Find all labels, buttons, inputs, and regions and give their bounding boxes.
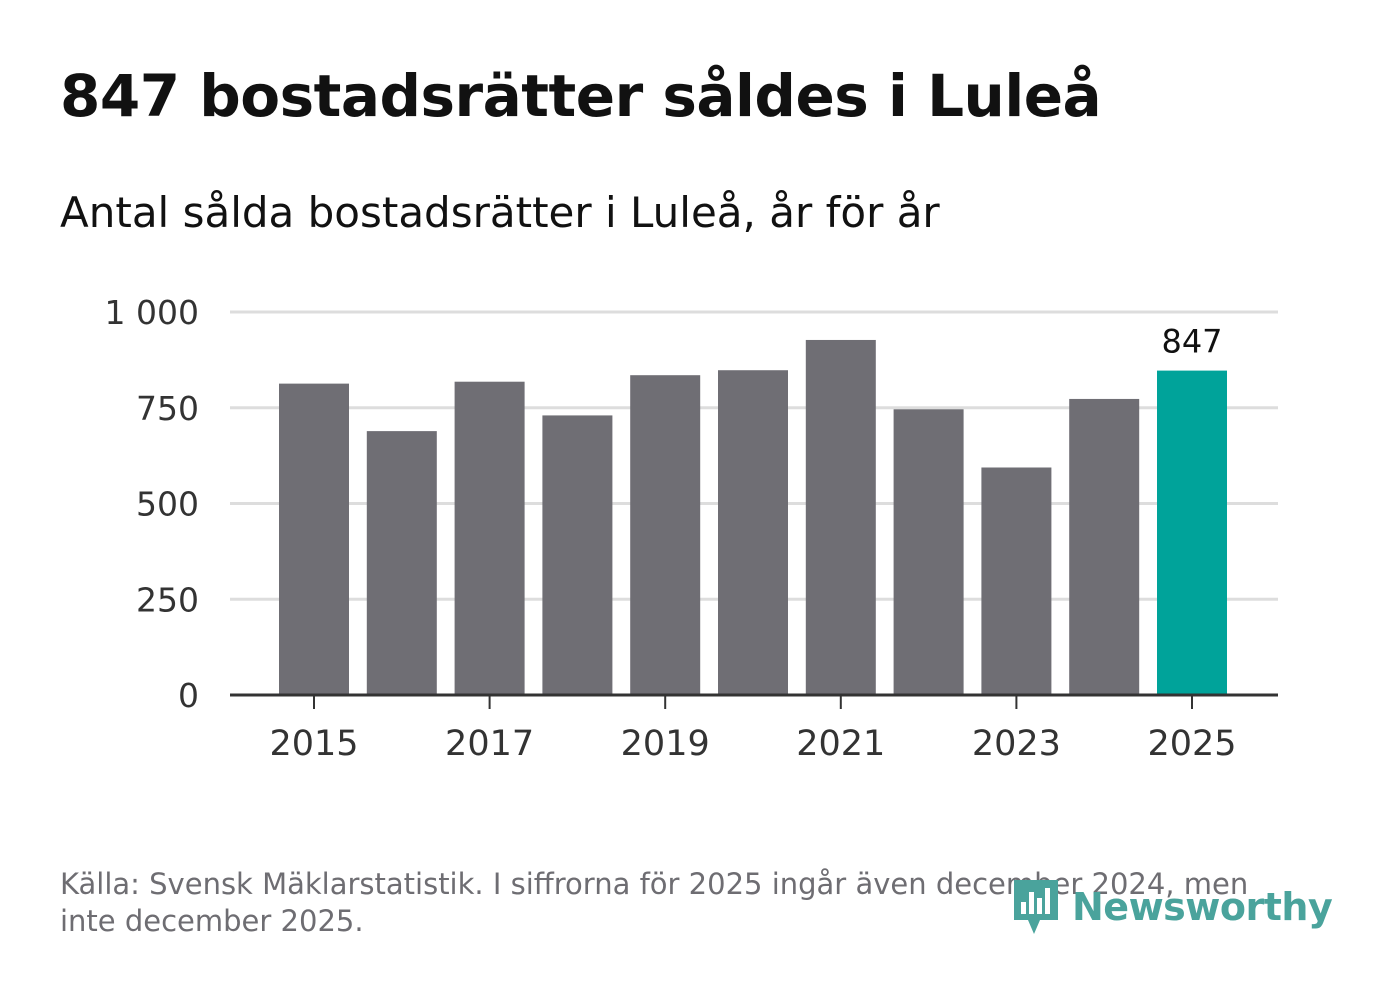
newsworthy-logo[interactable]: Newsworthy — [1010, 876, 1333, 938]
labels: 0 250 500 750 1 000 2015 2017 2019 2021 2023 2025 8… — [105, 293, 1237, 764]
y-tick-label: 250 — [136, 580, 199, 619]
bar-2017[interactable] — [454, 381, 525, 695]
y-tick-label: 0 — [178, 676, 199, 715]
bar-2018[interactable] — [542, 415, 613, 695]
newsworthy-logo-icon — [1014, 880, 1058, 934]
bars — [279, 339, 1227, 695]
bar-2023[interactable] — [981, 467, 1052, 695]
bar-2025[interactable] — [1157, 370, 1227, 695]
newsworthy-logo-text: Newsworthy — [1072, 885, 1333, 929]
x-tick-label: 2025 — [1147, 724, 1236, 764]
bar-2015[interactable] — [279, 383, 349, 695]
x-tick-label: 2019 — [621, 724, 710, 764]
chart-title: 847 bostadsrätter såldes i Luleå — [60, 62, 1102, 130]
bar-2016[interactable] — [366, 431, 437, 695]
y-tick-label: 750 — [136, 389, 199, 428]
y-tick-label: 1 000 — [105, 293, 199, 332]
chart-subtitle: Antal sålda bostadsrätter i Luleå, år fö… — [60, 188, 940, 237]
bar-2020[interactable] — [718, 370, 788, 695]
bar-2022[interactable] — [893, 409, 964, 695]
bar-2021[interactable] — [805, 339, 876, 695]
data-label-2025: 847 — [1161, 323, 1222, 361]
x-tick-label: 2017 — [445, 724, 534, 764]
bar-2024[interactable] — [1069, 398, 1140, 695]
x-tick-label: 2023 — [972, 724, 1061, 764]
x-tick-label: 2021 — [796, 724, 885, 764]
bar-2019[interactable] — [630, 375, 701, 695]
axes — [230, 693, 1278, 709]
x-tick-label: 2015 — [269, 724, 358, 764]
y-tick-label: 500 — [136, 485, 199, 524]
